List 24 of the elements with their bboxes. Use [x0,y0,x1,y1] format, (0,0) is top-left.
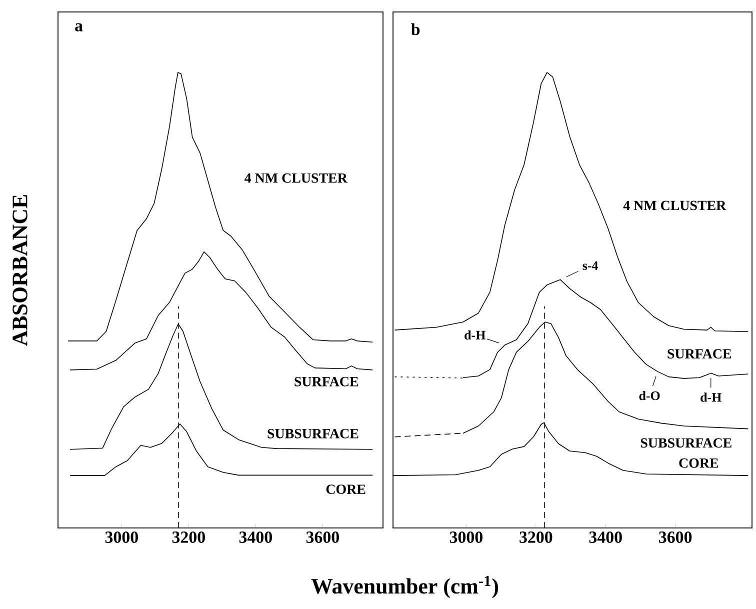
annotation: d-H [464,330,486,340]
x-axis-title: Wavenumber (cm$^{-1}$) [311,576,498,598]
series-label: SURFACE [668,349,732,359]
annotation: s-4 [582,261,598,270]
series-label: CORE [326,484,366,494]
series-label: SUBSURFACE [640,438,732,448]
x-tick-label: 3200 [172,532,205,543]
series-label: 4 NM CLUSTER [623,200,726,210]
chart-title: a [75,23,83,32]
x-tick-label: 3600 [659,532,692,543]
x-tick-label: 3000 [105,532,138,543]
series-label: SURFACE [294,376,358,386]
x-tick-label: 3600 [306,532,339,543]
chart-title: b [411,23,420,36]
x-tick-label: 3400 [239,532,272,543]
y-axis-title: ABSORBANCE [12,195,28,346]
text: 4 NM CLUSTER [244,173,348,183]
annotation: d-O [639,391,660,400]
series-label: CORE [679,458,718,468]
series-label: SUBSURFACE [268,428,358,438]
annotation: d-H [700,392,722,402]
x-tick-label: 3000 [450,532,482,543]
x-tick-label: 3200 [520,532,552,543]
x-tick-label: 3400 [589,532,622,543]
